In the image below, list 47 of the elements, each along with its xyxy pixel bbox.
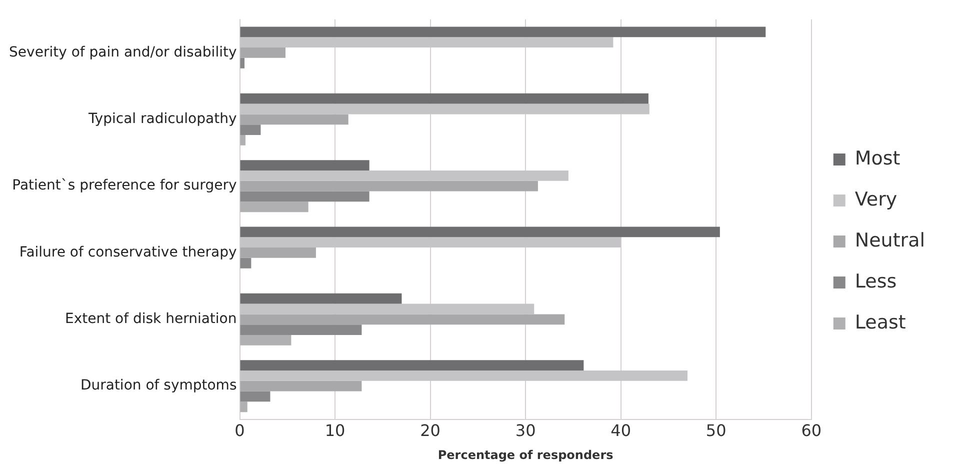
legend-label: Less [854, 270, 897, 292]
x-tick-label: 20 [420, 421, 440, 440]
bar [240, 191, 370, 202]
x-tick-label: 40 [610, 421, 632, 440]
bar [240, 360, 584, 370]
legend-label: Very [854, 188, 898, 210]
x-tick-label: 60 [801, 421, 822, 440]
y-tick-label: Duration of symptoms [80, 378, 237, 394]
bar [240, 58, 245, 68]
bar [240, 26, 766, 38]
bar [240, 202, 308, 212]
bar [240, 237, 621, 248]
bar [240, 104, 650, 114]
bar [240, 248, 316, 258]
y-tick-label: Severity of pain and/or disability [9, 44, 237, 60]
bar [240, 335, 292, 346]
bar [240, 160, 370, 170]
bar [240, 37, 614, 48]
bar [240, 226, 720, 238]
bar [240, 391, 270, 402]
bar [240, 48, 286, 58]
bar [240, 170, 568, 181]
x-axis-title: Percentage of responders [438, 448, 614, 462]
bar [240, 293, 402, 304]
y-tick-label: Failure of conservative therapy [19, 244, 237, 260]
legend-label: Most [854, 147, 900, 170]
x-tick-label: 10 [324, 421, 346, 440]
bar [240, 370, 688, 381]
bar [240, 135, 246, 146]
legend-label: Neutral [854, 229, 926, 252]
x-tick-label: 0 [234, 421, 245, 440]
bar [240, 258, 252, 268]
bar [240, 380, 362, 392]
bar [240, 304, 534, 314]
bar [240, 93, 648, 104]
y-tick-label: Typical radiculopathy [87, 111, 237, 128]
x-tick-label: 30 [515, 421, 536, 440]
bar [240, 324, 362, 335]
y-tick-label: Patient`s preference for surgery [12, 178, 237, 194]
bar [240, 402, 248, 412]
y-tick-label: Extent of disk herniation [64, 311, 237, 328]
legend-label: Least [854, 311, 906, 334]
bar [240, 314, 565, 325]
x-tick-label: 50 [706, 421, 726, 440]
bar [240, 114, 348, 125]
bar [240, 124, 261, 135]
bar [240, 180, 538, 192]
